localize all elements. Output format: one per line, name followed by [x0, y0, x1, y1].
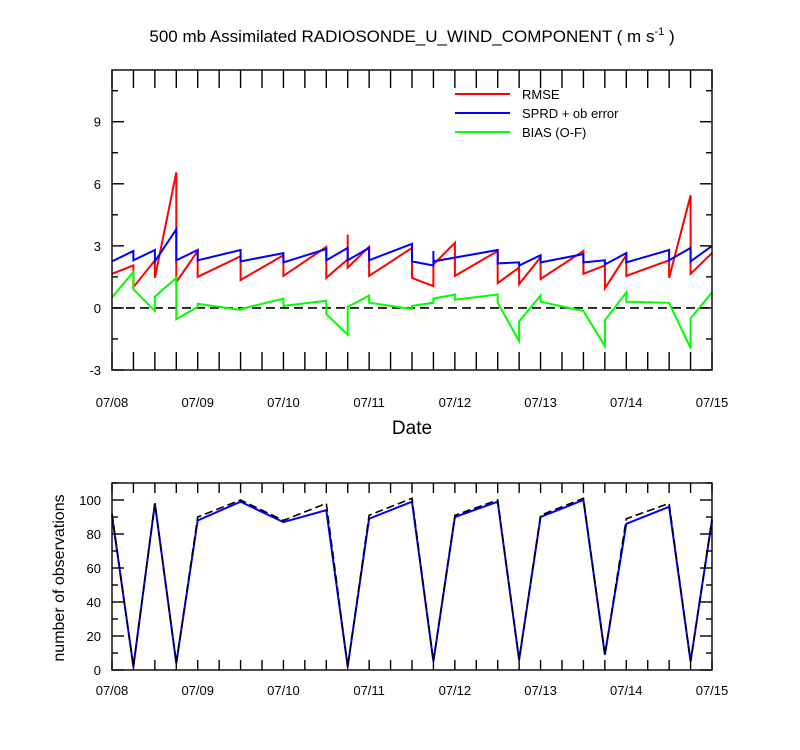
- bottom-y-tick-label-0: 0: [94, 663, 101, 678]
- top-x-tick-label-4: 07/12: [439, 395, 472, 410]
- bottom-y-tick-label-5: 100: [79, 493, 101, 508]
- top-x-tick-label-6: 07/14: [610, 395, 643, 410]
- chart-title-units-sup: -1: [654, 26, 664, 38]
- top-plot-frame: [111, 69, 713, 371]
- top-x-tick-label-7: 07/15: [696, 395, 729, 410]
- top-x-tick-label-1: 07/09: [181, 395, 214, 410]
- bottom-x-tick-label-2: 07/10: [267, 683, 300, 698]
- bottom-plot: 07/08 07/09 07/10 07/11 07/12 07/13 07/14 07/15…: [79, 482, 729, 698]
- bottom-x-tick-label-6: 07/14: [610, 683, 643, 698]
- bottom-x-tick-label-0: 07/08: [96, 683, 129, 698]
- top-y-tick-label-2: 3: [94, 239, 101, 254]
- legend-label-0: RMSE: [522, 87, 560, 102]
- top-x-tick-label-2: 07/10: [267, 395, 300, 410]
- top-plot: 07/08 07/09 07/10 07/11 07/12 07/13 07/14 07/15…: [89, 69, 729, 410]
- top-x-tick-label-5: 07/13: [524, 395, 557, 410]
- bottom-y-axis-label: number of observations: [51, 494, 68, 661]
- bottom-y-tick-label-1: 20: [87, 629, 101, 644]
- top-x-tick-label-0: 07/08: [96, 395, 129, 410]
- bottom-y-tick-label-4: 80: [87, 527, 101, 542]
- bottom-series-line-1: [111, 497, 713, 667]
- chart-title: 500 mb Assimilated RADIOSONDE_U_WIND_COM…: [149, 26, 674, 46]
- chart-title-units: ( m s: [617, 27, 655, 46]
- top-y-tick-label-1: 0: [94, 301, 101, 316]
- legend-label-2: BIAS (O-F): [522, 125, 586, 140]
- top-x-tick-label-3: 07/11: [353, 395, 385, 410]
- legend-label-1: SPRD + ob error: [522, 106, 619, 121]
- bottom-x-tick-label-7: 07/15: [696, 683, 729, 698]
- top-y-tick-label-3: 6: [94, 177, 101, 192]
- chart-title-text: 500 mb Assimilated RADIOSONDE_U_WIND_COM…: [149, 27, 612, 46]
- top-series-line-0: [111, 172, 713, 292]
- bottom-y-tick-label-2: 40: [87, 595, 101, 610]
- bottom-x-tick-label-3: 07/11: [353, 683, 385, 698]
- bottom-x-tick-label-5: 07/13: [524, 683, 557, 698]
- bottom-plot-frame: [111, 482, 713, 671]
- top-series-line-2: [111, 268, 713, 350]
- top-x-axis-label: Date: [392, 418, 432, 439]
- top-y-tick-label-4: 9: [94, 115, 101, 130]
- top-series-line-1: [111, 225, 713, 268]
- bottom-x-tick-label-4: 07/12: [439, 683, 472, 698]
- bottom-series-line-0: [111, 498, 713, 667]
- bottom-x-tick-label-1: 07/09: [181, 683, 214, 698]
- top-y-tick-label-0: -3: [89, 363, 101, 378]
- chart-title-units-close: ): [664, 27, 674, 46]
- bottom-y-tick-label-3: 60: [87, 561, 101, 576]
